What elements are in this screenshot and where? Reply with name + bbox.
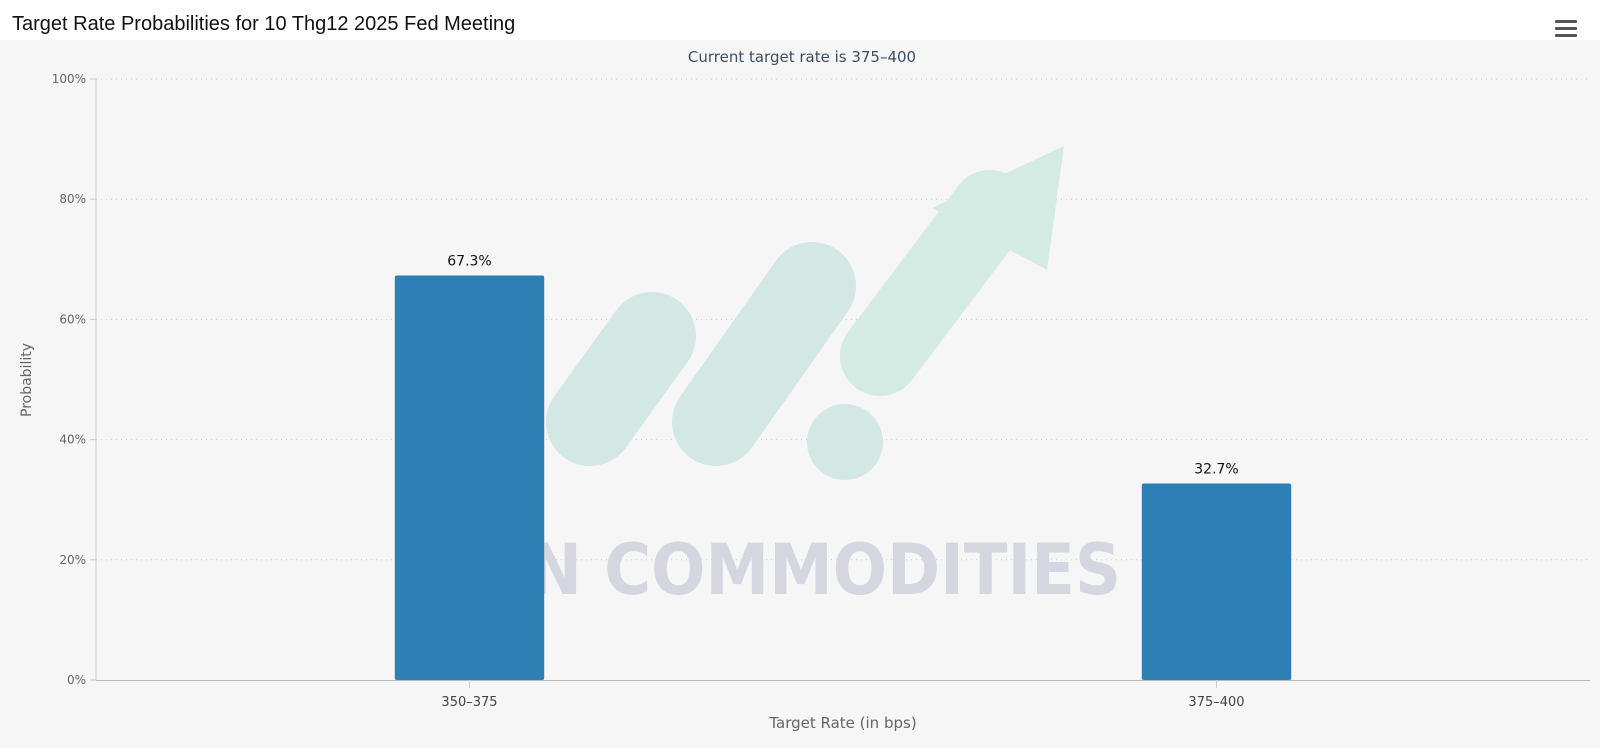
- bar-data-label: 32.7%: [1194, 461, 1238, 477]
- y-tick-label: 80%: [59, 192, 86, 206]
- upward-trend-arrow-logo: [546, 146, 1064, 480]
- data-labels: 67.3% 32.7%: [447, 254, 1238, 478]
- y-tick-label: 0%: [67, 673, 86, 687]
- gridlines: [96, 78, 1590, 561]
- bar[interactable]: [394, 275, 545, 680]
- x-axis-title: Target Rate (in bps): [768, 714, 916, 732]
- chart-subtitle: Current target rate is 375–400: [688, 48, 916, 66]
- y-tick-label: 40%: [59, 433, 86, 447]
- y-tick-label: 20%: [59, 553, 86, 567]
- plot-background: [0, 40, 1600, 748]
- y-axis-ticks: 0% 20% 40% 60% 80% 100%: [52, 72, 96, 687]
- y-tick-label: 60%: [59, 312, 86, 326]
- y-axis-title: Probability: [19, 343, 35, 417]
- bar[interactable]: [1141, 483, 1292, 680]
- x-axis-ticks: 350–375 375–400: [441, 680, 1245, 710]
- watermark-text: VN COMMODITIES: [479, 529, 1121, 611]
- x-tick-label: 350–375: [441, 695, 497, 710]
- bar-series: [394, 275, 1292, 680]
- x-tick-label: 375–400: [1188, 695, 1244, 710]
- hamburger-menu-icon[interactable]: [1555, 20, 1577, 38]
- bar-data-label: 67.3%: [447, 254, 491, 270]
- watermark: VN COMMODITIES: [479, 146, 1121, 611]
- chart-title: Target Rate Probabilities for 10 Thg12 2…: [12, 13, 516, 35]
- y-tick-label: 100%: [52, 72, 86, 86]
